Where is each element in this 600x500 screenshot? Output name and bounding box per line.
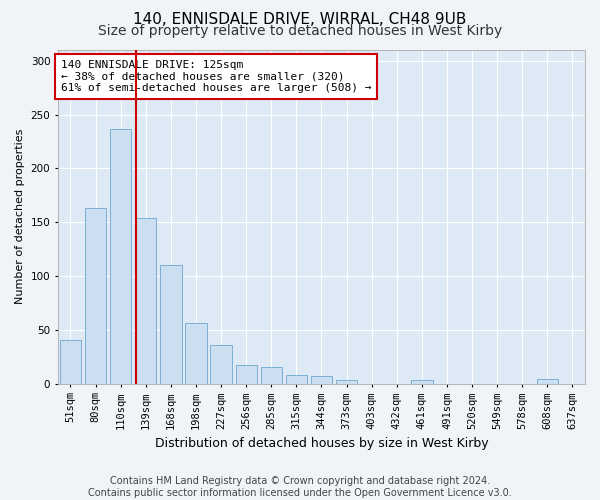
Bar <box>110 128 131 384</box>
Bar <box>185 324 206 384</box>
Bar <box>260 368 282 384</box>
Y-axis label: Number of detached properties: Number of detached properties <box>15 129 25 304</box>
Bar <box>85 208 106 384</box>
Bar <box>60 340 81 384</box>
Bar <box>536 379 558 384</box>
X-axis label: Distribution of detached houses by size in West Kirby: Distribution of detached houses by size … <box>155 437 488 450</box>
Bar <box>160 265 182 384</box>
Bar <box>236 365 257 384</box>
Text: Size of property relative to detached houses in West Kirby: Size of property relative to detached ho… <box>98 24 502 38</box>
Text: Contains HM Land Registry data © Crown copyright and database right 2024.
Contai: Contains HM Land Registry data © Crown c… <box>88 476 512 498</box>
Bar <box>286 375 307 384</box>
Text: 140 ENNISDALE DRIVE: 125sqm
← 38% of detached houses are smaller (320)
61% of se: 140 ENNISDALE DRIVE: 125sqm ← 38% of det… <box>61 60 371 93</box>
Bar <box>336 380 357 384</box>
Bar <box>411 380 433 384</box>
Bar <box>211 345 232 384</box>
Bar <box>311 376 332 384</box>
Bar <box>135 218 157 384</box>
Text: 140, ENNISDALE DRIVE, WIRRAL, CH48 9UB: 140, ENNISDALE DRIVE, WIRRAL, CH48 9UB <box>133 12 467 28</box>
